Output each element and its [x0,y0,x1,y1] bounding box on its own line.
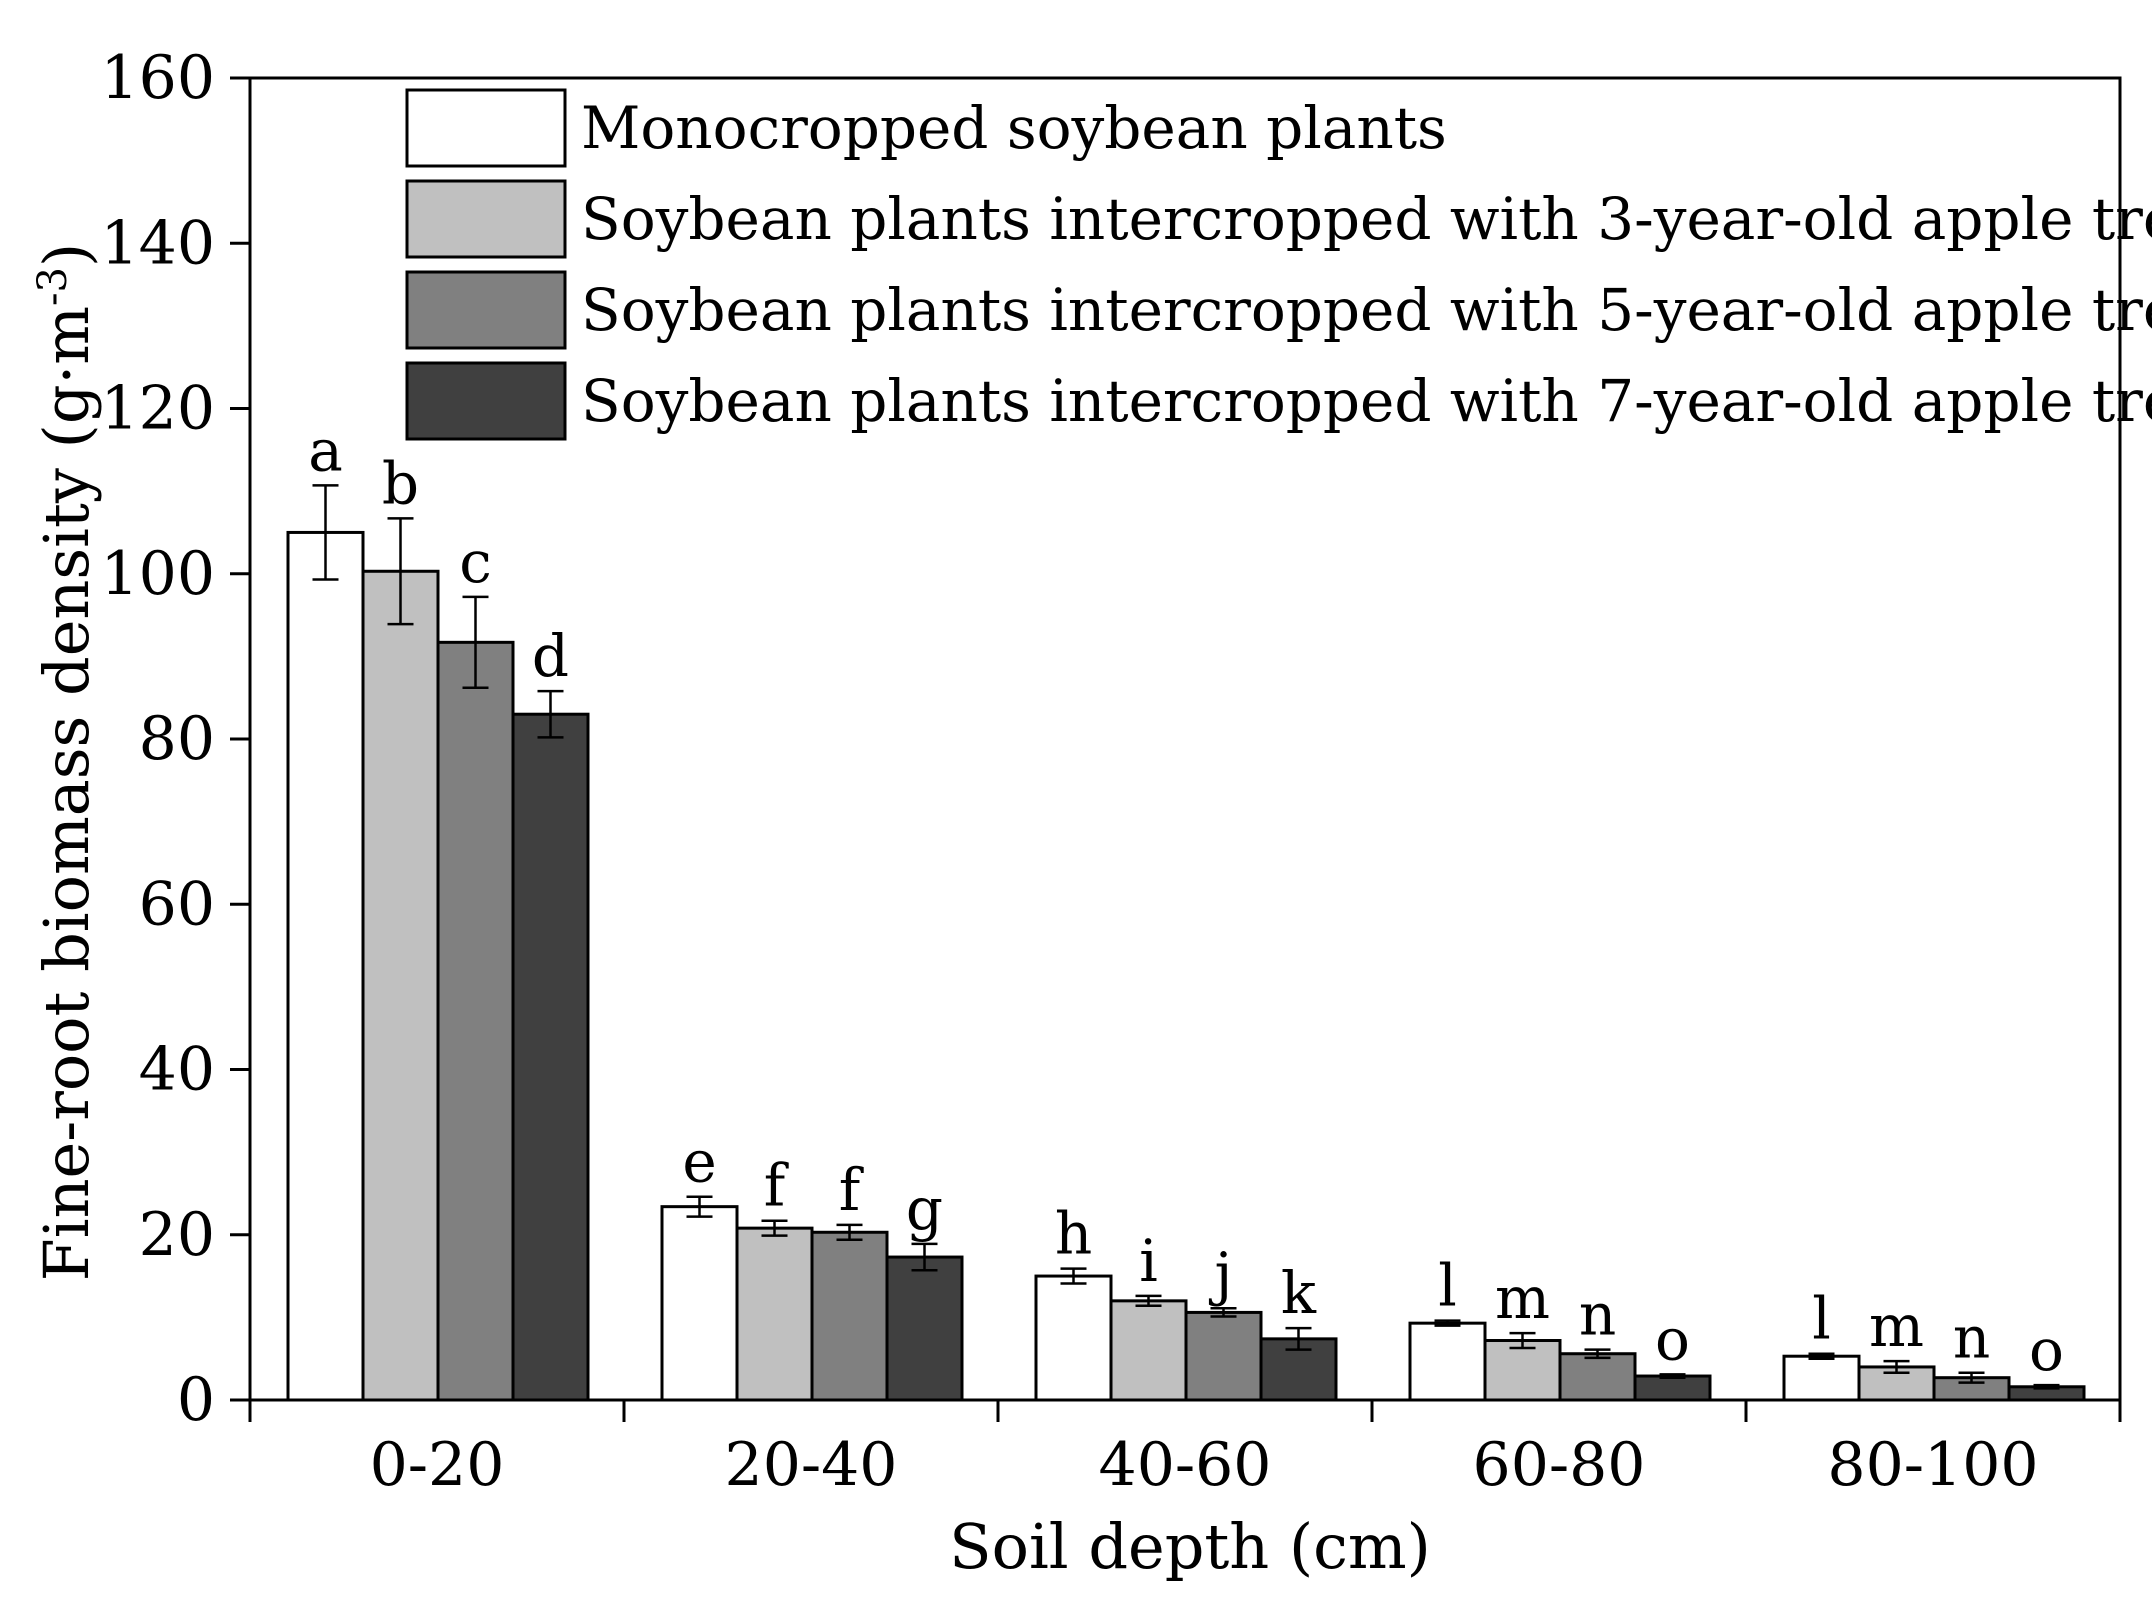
bar [1408,1321,1487,1402]
significance-letter: m [1495,1264,1550,1332]
bar [286,530,365,1402]
y-axis-title-main: Fine-root biomass density (g·m [30,306,103,1281]
significance-letter: h [1055,1200,1092,1268]
legend-swatch [405,361,567,441]
legend-label: Soybean plants intercropped with 5-year-… [581,276,2152,344]
bar [1184,1310,1263,1402]
legend-swatch [405,88,567,168]
significance-letter: f [839,1156,864,1224]
legend-swatch [405,179,567,259]
significance-letter: i [1139,1227,1158,1295]
significance-letter: e [682,1128,716,1196]
legend-label: Soybean plants intercropped with 3-year-… [581,185,2152,253]
bar [361,569,440,1402]
bar [1782,1354,1861,1402]
bar [1558,1352,1637,1402]
significance-letter: f [764,1152,789,1220]
legend-label: Monocropped soybean plants [581,94,1447,162]
bar [735,1226,814,1402]
y-axis-title: Fine-root biomass density (g·m-3) [30,243,103,1281]
y-axis-title-superscript: -3 [30,267,76,306]
significance-letter: j [1209,1239,1233,1307]
y-tick-label: 140 [100,208,215,278]
y-tick-label: 80 [139,704,215,774]
significance-letter: c [459,528,491,596]
y-tick-label: 0 [177,1365,215,1435]
significance-letter: m [1869,1292,1924,1360]
x-tick-label: 40-60 [1099,1430,1272,1500]
y-tick-label: 20 [139,1200,215,1270]
x-axis-title: Soil depth (cm) [949,1510,1431,1583]
significance-letter: b [382,449,419,517]
bar [810,1230,889,1402]
significance-letter: l [1812,1285,1831,1353]
significance-letter: o [1655,1305,1690,1373]
y-tick-label: 100 [100,539,215,609]
bar [885,1255,964,1402]
bar [1109,1299,1188,1402]
bar [511,712,590,1402]
significance-letter: d [532,622,569,690]
significance-letter: l [1438,1252,1457,1320]
significance-letter: n [1953,1304,1990,1372]
bar [660,1205,739,1402]
x-tick-label: 80-100 [1827,1430,2038,1500]
y-tick-label: 40 [139,1035,215,1105]
y-tick-label: 160 [100,43,215,113]
bar [1483,1339,1562,1402]
significance-letter: n [1579,1281,1616,1349]
y-tick-label: 60 [139,869,215,939]
y-tick-label: 120 [100,374,215,444]
legend-label: Soybean plants intercropped with 7-year-… [581,367,2152,435]
bar [1633,1374,1712,1402]
x-tick-label: 20-40 [725,1430,898,1500]
bar [436,640,515,1402]
legend-swatch [405,270,567,350]
significance-letter: o [2029,1316,2064,1384]
y-axis-title-close: ) [30,243,103,267]
legend: Monocropped soybean plants Soybean plants… [405,88,2152,441]
significance-letter: k [1281,1259,1317,1327]
x-tick-label: 60-80 [1473,1430,1646,1500]
significance-letter: g [906,1175,943,1243]
axes-layer: 0 20 40 60 80 100 120 140 160 0-20 20-40 40-60 60-80… [100,43,2122,1500]
bar [1034,1274,1113,1402]
x-tick-label: 0-20 [370,1430,505,1500]
significance-letter: a [308,416,343,484]
